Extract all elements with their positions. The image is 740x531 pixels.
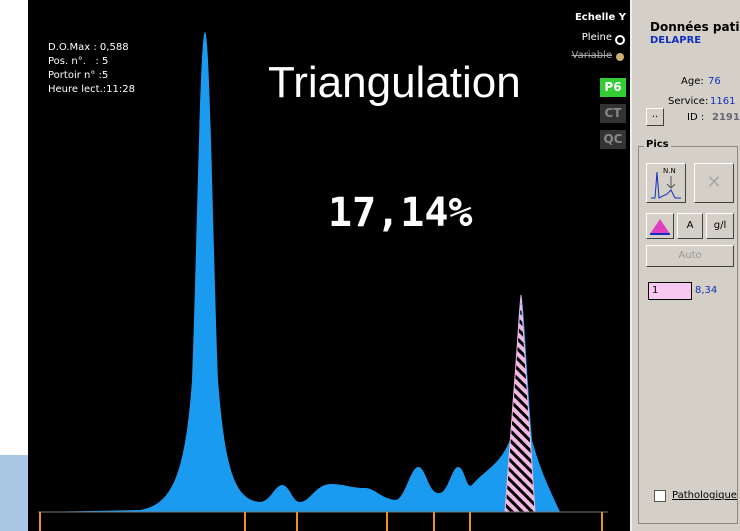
service: 1161 xyxy=(710,96,736,107)
p6-button[interactable]: P6 xyxy=(600,78,626,97)
more-button[interactable]: .. xyxy=(646,108,664,126)
gl-button[interactable]: g/l xyxy=(706,213,734,239)
patient-title: Données patient xyxy=(650,20,740,34)
group-box xyxy=(638,146,738,524)
radio[interactable] xyxy=(616,53,624,61)
curve xyxy=(38,32,608,531)
age-label: Age: xyxy=(681,76,704,87)
triangulation-area xyxy=(504,294,536,513)
info-line: Portoir n° :5 xyxy=(48,70,109,81)
a-button[interactable]: A xyxy=(677,213,703,239)
densitogram xyxy=(38,32,560,512)
overlay-value: 17,14% xyxy=(328,190,473,236)
delete-peak-button[interactable]: ✕ xyxy=(694,163,734,203)
peak-value: 8,34 xyxy=(695,285,718,296)
side-strip xyxy=(0,455,28,531)
checkbox[interactable] xyxy=(654,490,666,502)
info-line: Pos. n°. : 5 xyxy=(48,56,109,67)
qc-button[interactable]: QC xyxy=(600,130,626,149)
icon xyxy=(651,171,681,199)
plot-area: D.O.Max : 0,588 Pos. n°. : 5 Portoir n° … xyxy=(28,0,630,531)
fraction-separators xyxy=(39,512,603,531)
auto-button[interactable]: Auto xyxy=(646,245,734,267)
radio[interactable] xyxy=(615,35,625,45)
triangle-button[interactable] xyxy=(646,213,674,239)
scale-option[interactable]: Pleine xyxy=(581,32,612,43)
service-label: Service: xyxy=(668,96,709,107)
scale-option[interactable]: Variable xyxy=(571,50,613,61)
id: 21918 xyxy=(712,112,740,123)
peak-index[interactable]: 1 xyxy=(648,282,692,300)
icon-label: N.N xyxy=(663,167,676,175)
peak-detect-button[interactable]: N.N xyxy=(646,163,686,203)
info-line: D.O.Max : 0,588 xyxy=(48,42,129,53)
pathologique-label[interactable]: Pathologique xyxy=(672,490,737,501)
side-panel: Données patient DELAPRE Age: 76 Service:… xyxy=(630,0,740,531)
peaks-title: Pics xyxy=(644,139,671,150)
patient-name: DELAPRE xyxy=(650,35,702,46)
ct-button[interactable]: CT xyxy=(600,104,626,123)
icon xyxy=(650,219,670,235)
id-label: ID : xyxy=(687,112,705,123)
age: 76 xyxy=(708,76,721,87)
scale-title: Echelle Y xyxy=(574,12,626,23)
info-line: Heure lect.:11:28 xyxy=(48,84,135,95)
overlay-title: Triangulation xyxy=(268,58,521,107)
